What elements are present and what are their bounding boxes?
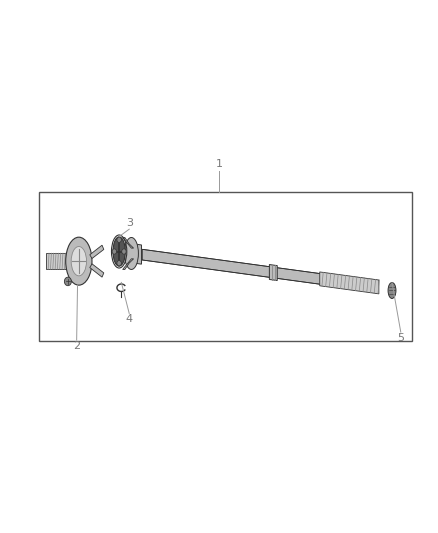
Ellipse shape <box>71 246 87 276</box>
Circle shape <box>117 237 121 243</box>
Polygon shape <box>142 249 368 291</box>
Polygon shape <box>90 264 104 277</box>
Polygon shape <box>320 272 379 294</box>
Polygon shape <box>46 253 66 269</box>
Text: 1: 1 <box>215 159 223 169</box>
Polygon shape <box>123 259 134 270</box>
Text: 4: 4 <box>126 314 133 325</box>
Circle shape <box>112 249 117 254</box>
Polygon shape <box>134 244 141 264</box>
Polygon shape <box>269 264 277 280</box>
Polygon shape <box>123 238 134 248</box>
Text: 5: 5 <box>397 333 404 343</box>
Text: 3: 3 <box>126 217 133 228</box>
Ellipse shape <box>113 237 125 266</box>
Ellipse shape <box>124 238 138 270</box>
Ellipse shape <box>66 237 92 285</box>
Polygon shape <box>90 245 104 259</box>
Text: 2: 2 <box>73 341 80 351</box>
Circle shape <box>122 249 126 254</box>
Circle shape <box>64 277 71 286</box>
Circle shape <box>117 261 121 266</box>
Ellipse shape <box>388 282 396 298</box>
